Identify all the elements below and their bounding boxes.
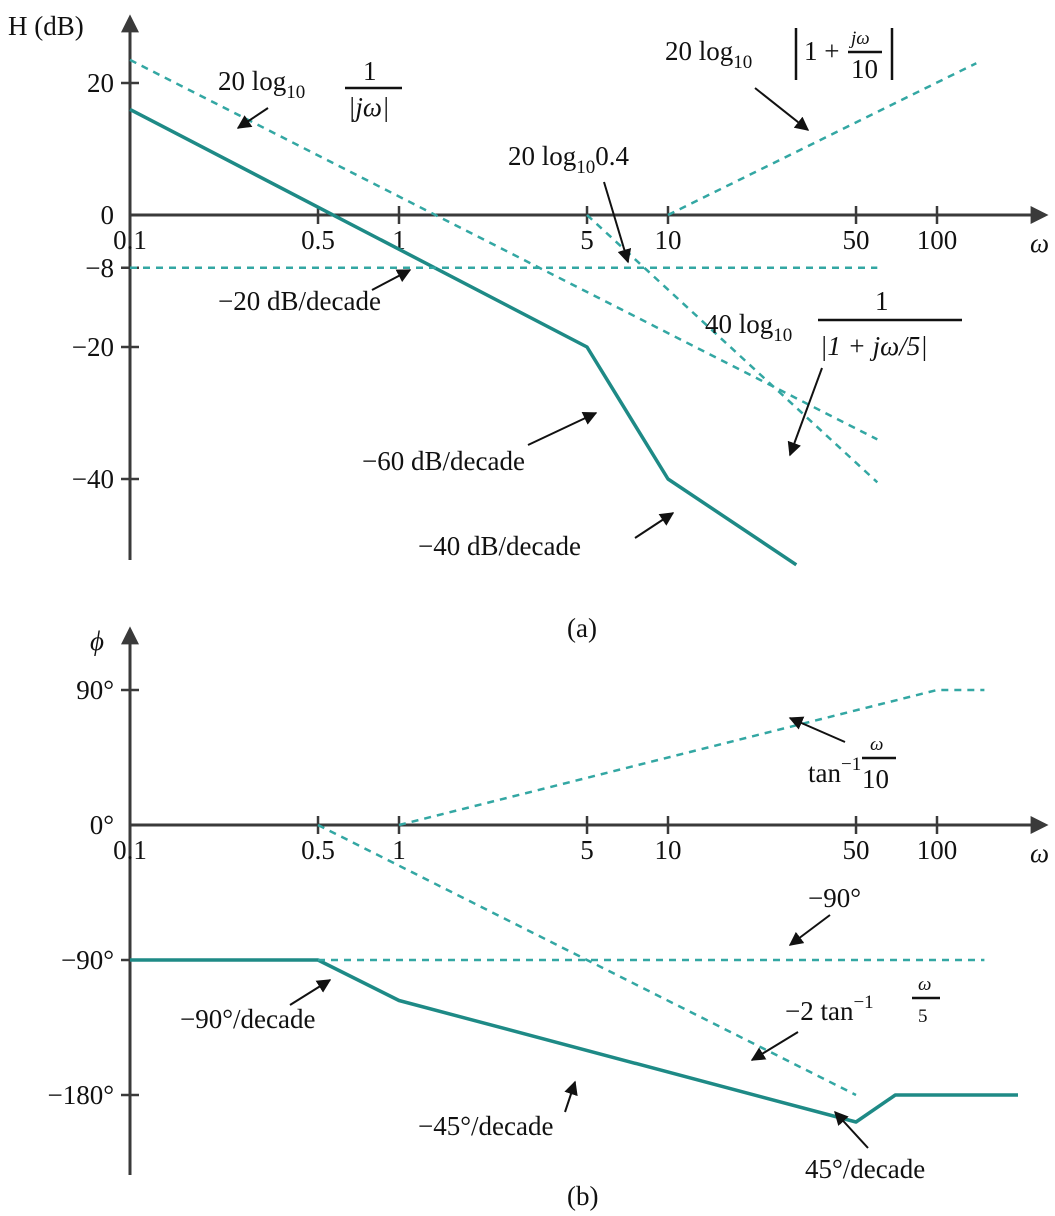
panel-a-x-ticks: 0.1 0.5 1 5 10 50 100	[113, 206, 957, 255]
y-tick-label: −40	[72, 464, 114, 494]
panel-b-label: (b)	[567, 1181, 598, 1211]
double-atan-den: 5	[918, 1006, 928, 1027]
series-line-dashed	[129, 58, 878, 441]
annotation-slope-45n: −45°/decade	[418, 1080, 578, 1141]
panel-a: 0.1 0.5 1 5 10 50 100 20 0 −8 −20 −40 H (dB) ω (a)…	[8, 11, 1049, 643]
x-tick-label: 0.5	[301, 835, 335, 865]
integrator-den: |jω|	[348, 92, 389, 122]
double-atan-leader	[750, 1031, 799, 1061]
panel-a-series	[129, 58, 977, 567]
annotation-zero: 20 log10 1 + jω 10	[665, 28, 894, 131]
y-tick-label: 90°	[76, 675, 114, 705]
x-tick-label: 1	[392, 835, 406, 865]
annotation-slope-40: −40 dB/decade	[418, 512, 675, 561]
x-tick-label: 5	[580, 835, 594, 865]
y-tick-label: 20	[87, 68, 114, 98]
atan-num: ω	[870, 734, 883, 755]
slope-90-leader	[289, 979, 332, 1006]
annotation-double-atan: −2 tan−1 ω 5	[750, 974, 940, 1061]
integrator-text: 20 log10	[218, 66, 305, 103]
y-tick-label: −90°	[61, 945, 114, 975]
annotation-integrator: 20 log10 1 |jω|	[218, 56, 402, 129]
slope-60-text: −60 dB/decade	[362, 446, 525, 476]
annotation-slope-20: −20 dB/decade	[218, 269, 412, 316]
pole-text: 40 log10	[705, 309, 792, 346]
zero-one-plus: 1 +	[804, 36, 839, 66]
integrator-leader	[236, 107, 269, 129]
pole-num: 1	[875, 286, 889, 316]
double-atan-num: ω	[918, 974, 931, 995]
minus90-leader	[788, 914, 831, 946]
slope-45n-leader	[564, 1080, 578, 1113]
y-tick-label: −180°	[47, 1080, 114, 1110]
atan-den: 10	[862, 764, 889, 794]
minus90-text: −90°	[808, 883, 861, 913]
slope-90-text: −90°/decade	[180, 1004, 315, 1034]
x-tick-label: 0.1	[113, 835, 147, 865]
series-line-solid	[130, 958, 1018, 1124]
zero-den: 10	[851, 54, 878, 84]
x-tick-label: 10	[655, 225, 682, 255]
series-line-dashed	[667, 62, 977, 217]
atan-leader	[788, 716, 846, 743]
zero-num: jω	[848, 28, 870, 49]
annotation-slope-90: −90°/decade	[180, 979, 332, 1034]
annotation-slope-45p: 45°/decade	[805, 1110, 925, 1184]
x-tick-label: 0.5	[301, 225, 335, 255]
y-tick-label: −20	[72, 332, 114, 362]
series-line-dashed	[586, 214, 879, 484]
slope-60-leader	[527, 412, 598, 446]
x-tick-label: 50	[843, 225, 870, 255]
slope-45n-text: −45°/decade	[418, 1111, 553, 1141]
slope-40-leader	[634, 512, 675, 539]
panel-b-y-ticks: 90° 0° −90° −180°	[47, 675, 139, 1110]
annotation-atan: tan−1 ω 10	[788, 716, 896, 794]
annotation-pole: 40 log10 1 |1 + jω/5|	[705, 286, 962, 457]
panel-a-ylabel: H (dB)	[8, 11, 84, 41]
y-tick-label: 0°	[90, 810, 114, 840]
double-atan-text: −2 tan−1	[785, 992, 874, 1026]
slope-45p-leader	[834, 1110, 869, 1149]
annotation-minus90: −90°	[788, 883, 861, 946]
slope-20-leader	[371, 269, 412, 291]
zero-text: 20 log10	[665, 36, 752, 73]
series-line-dashed	[398, 688, 985, 827]
gain-text: 20 log100.4	[508, 141, 630, 178]
panel-b-ylabel: ϕ	[90, 626, 104, 656]
panel-b-xlabel: ω	[1030, 838, 1049, 868]
series-line-dashed	[317, 823, 857, 1097]
x-tick-label: 100	[917, 835, 958, 865]
series-line-solid	[129, 107, 798, 567]
atan-text: tan−1	[808, 754, 861, 788]
gain-leader	[603, 181, 632, 264]
y-tick-label: 0	[101, 200, 115, 230]
slope-20-text: −20 dB/decade	[218, 286, 381, 316]
panel-b: 0.1 0.5 1 5 10 50 100 90° 0° −90° −180° ϕ ω (b) t…	[47, 626, 1049, 1211]
pole-leader	[787, 367, 823, 457]
x-tick-label: 100	[917, 225, 958, 255]
panel-b-x-ticks: 0.1 0.5 1 5 10 50 100	[113, 816, 957, 865]
x-tick-label: 0.1	[113, 225, 147, 255]
x-tick-label: 10	[655, 835, 682, 865]
x-tick-label: 50	[843, 835, 870, 865]
integrator-num: 1	[363, 56, 377, 86]
panel-a-label: (a)	[567, 613, 597, 643]
panel-a-xlabel: ω	[1030, 228, 1049, 258]
y-tick-label: −8	[85, 253, 114, 283]
zero-leader	[754, 87, 810, 131]
x-tick-label: 5	[580, 225, 594, 255]
panel-b-series	[130, 688, 1018, 1124]
slope-45p-text: 45°/decade	[805, 1154, 925, 1184]
pole-den: |1 + jω/5|	[820, 331, 928, 361]
slope-40-text: −40 dB/decade	[418, 531, 581, 561]
panel-a-y-ticks: 20 0 −8 −20 −40	[72, 68, 139, 494]
annotation-slope-60: −60 dB/decade	[362, 412, 598, 476]
annotation-gain: 20 log100.4	[508, 141, 632, 264]
